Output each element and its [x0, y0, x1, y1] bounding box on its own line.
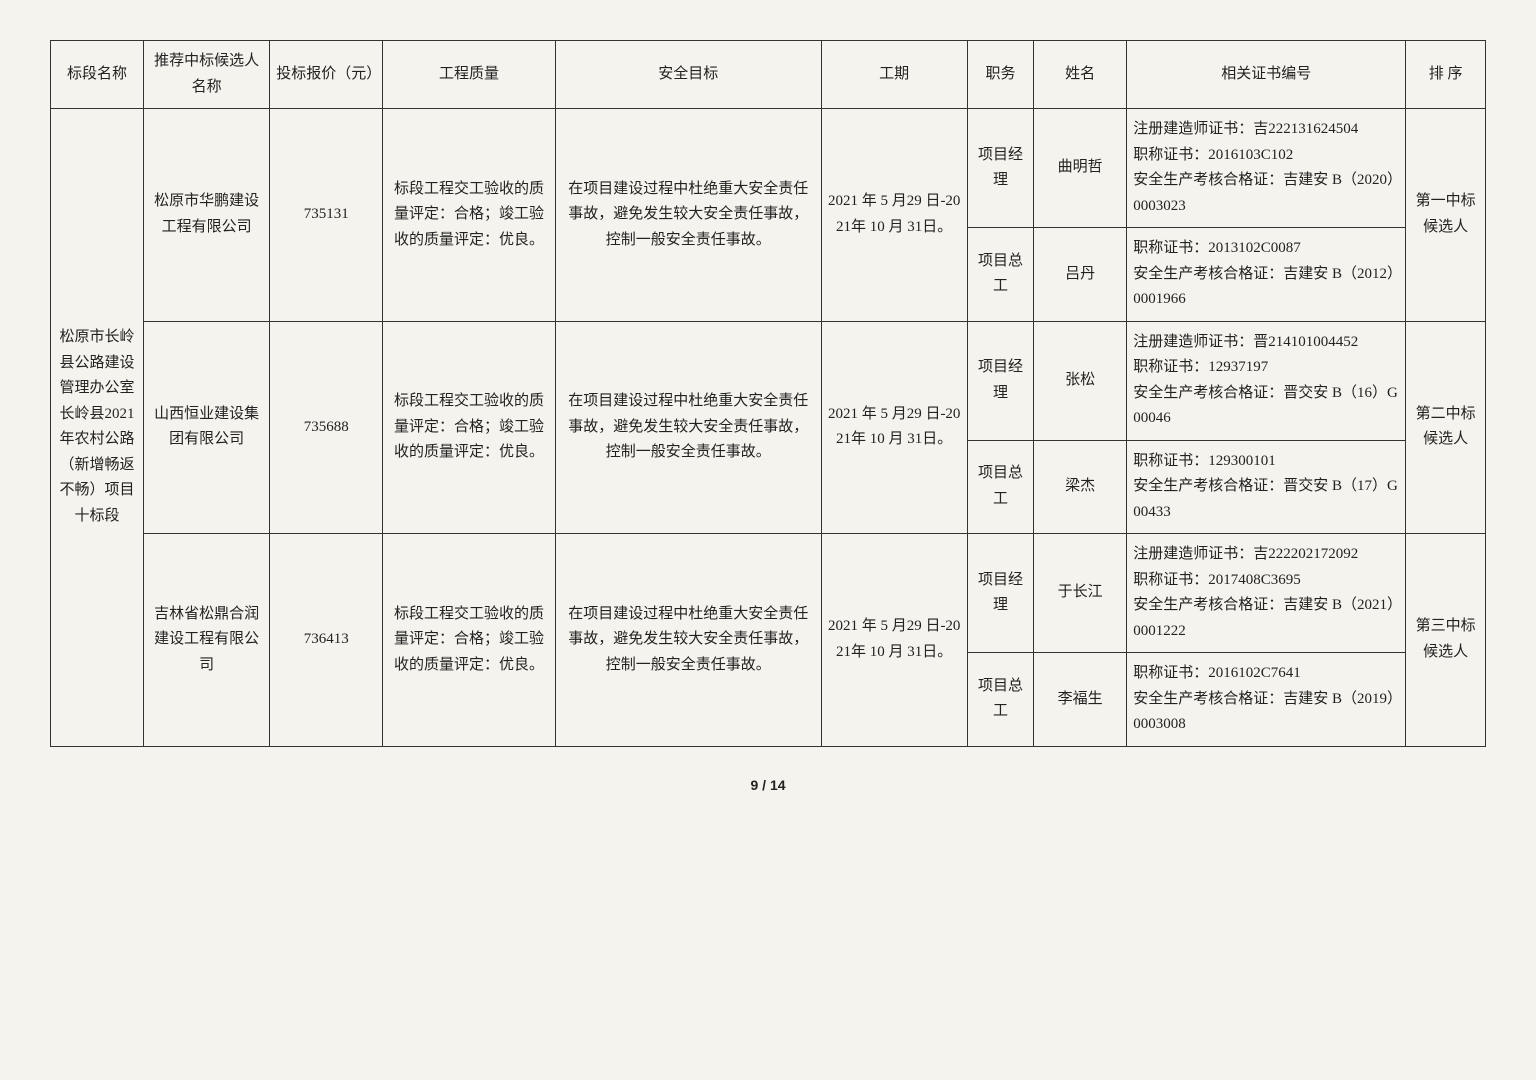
rank-cell: 第三中标候选人	[1406, 534, 1486, 747]
cert-cell: 职称证书：129300101安全生产考核合格证：晋交安 B（17）G00433	[1127, 440, 1406, 534]
role-cell: 项目经理	[967, 534, 1033, 653]
h-name: 姓名	[1034, 41, 1127, 109]
safety-cell: 在项目建设过程中杜绝重大安全责任事故，避免发生较大安全责任事故，控制一般安全责任…	[555, 321, 821, 534]
name-cell: 吕丹	[1034, 228, 1127, 322]
name-cell: 曲明哲	[1034, 109, 1127, 228]
safety-cell: 在项目建设过程中杜绝重大安全责任事故，避免发生较大安全责任事故，控制一般安全责任…	[555, 109, 821, 322]
candidate-cell: 吉林省松鼎合润建设工程有限公司	[144, 534, 270, 747]
period-cell: 2021 年 5 月29 日-2021年 10 月 31日。	[821, 109, 967, 322]
section-cell: 松原市长岭县公路建设管理办公室长岭县2021年农村公路（新增畅返不畅）项目十标段	[51, 109, 144, 747]
cert-cell: 注册建造师证书：吉222202172092职称证书：2017408C3695安全…	[1127, 534, 1406, 653]
cert-cell: 职称证书：2016102C7641安全生产考核合格证：吉建安 B（2019）00…	[1127, 653, 1406, 747]
bid-cell: 736413	[270, 534, 383, 747]
h-role: 职务	[967, 41, 1033, 109]
h-quality: 工程质量	[383, 41, 556, 109]
name-cell: 梁杰	[1034, 440, 1127, 534]
h-period: 工期	[821, 41, 967, 109]
safety-cell: 在项目建设过程中杜绝重大安全责任事故，避免发生较大安全责任事故，控制一般安全责任…	[555, 534, 821, 747]
quality-cell: 标段工程交工验收的质量评定：合格；竣工验收的质量评定：优良。	[383, 321, 556, 534]
quality-cell: 标段工程交工验收的质量评定：合格；竣工验收的质量评定：优良。	[383, 109, 556, 322]
h-safety: 安全目标	[555, 41, 821, 109]
candidate-cell: 松原市华鹏建设工程有限公司	[144, 109, 270, 322]
role-cell: 项目总工	[967, 440, 1033, 534]
quality-cell: 标段工程交工验收的质量评定：合格；竣工验收的质量评定：优良。	[383, 534, 556, 747]
period-cell: 2021 年 5 月29 日-2021年 10 月 31日。	[821, 534, 967, 747]
header-row: 标段名称 推荐中标候选人名称 投标报价（元） 工程质量 安全目标 工期 职务 姓…	[51, 41, 1486, 109]
candidate-cell: 山西恒业建设集团有限公司	[144, 321, 270, 534]
table-row: 吉林省松鼎合润建设工程有限公司736413标段工程交工验收的质量评定：合格；竣工…	[51, 534, 1486, 653]
role-cell: 项目总工	[967, 653, 1033, 747]
cert-cell: 职称证书：2013102C0087安全生产考核合格证：吉建安 B（2012）00…	[1127, 228, 1406, 322]
rank-cell: 第一中标候选人	[1406, 109, 1486, 322]
cert-cell: 注册建造师证书：晋214101004452职称证书：12937197安全生产考核…	[1127, 321, 1406, 440]
table-row: 山西恒业建设集团有限公司735688标段工程交工验收的质量评定：合格；竣工验收的…	[51, 321, 1486, 440]
name-cell: 张松	[1034, 321, 1127, 440]
rank-cell: 第二中标候选人	[1406, 321, 1486, 534]
role-cell: 项目经理	[967, 321, 1033, 440]
name-cell: 李福生	[1034, 653, 1127, 747]
role-cell: 项目经理	[967, 109, 1033, 228]
h-bid: 投标报价（元）	[270, 41, 383, 109]
cert-cell: 注册建造师证书：吉222131624504职称证书：2016103C102安全生…	[1127, 109, 1406, 228]
table-row: 松原市长岭县公路建设管理办公室长岭县2021年农村公路（新增畅返不畅）项目十标段…	[51, 109, 1486, 228]
h-rank: 排 序	[1406, 41, 1486, 109]
h-section: 标段名称	[51, 41, 144, 109]
h-cert: 相关证书编号	[1127, 41, 1406, 109]
bid-cell: 735131	[270, 109, 383, 322]
bid-cell: 735688	[270, 321, 383, 534]
name-cell: 于长江	[1034, 534, 1127, 653]
h-candidate: 推荐中标候选人名称	[144, 41, 270, 109]
role-cell: 项目总工	[967, 228, 1033, 322]
period-cell: 2021 年 5 月29 日-2021年 10 月 31日。	[821, 321, 967, 534]
page-number: 9 / 14	[50, 777, 1486, 793]
bid-table: 标段名称 推荐中标候选人名称 投标报价（元） 工程质量 安全目标 工期 职务 姓…	[50, 40, 1486, 747]
